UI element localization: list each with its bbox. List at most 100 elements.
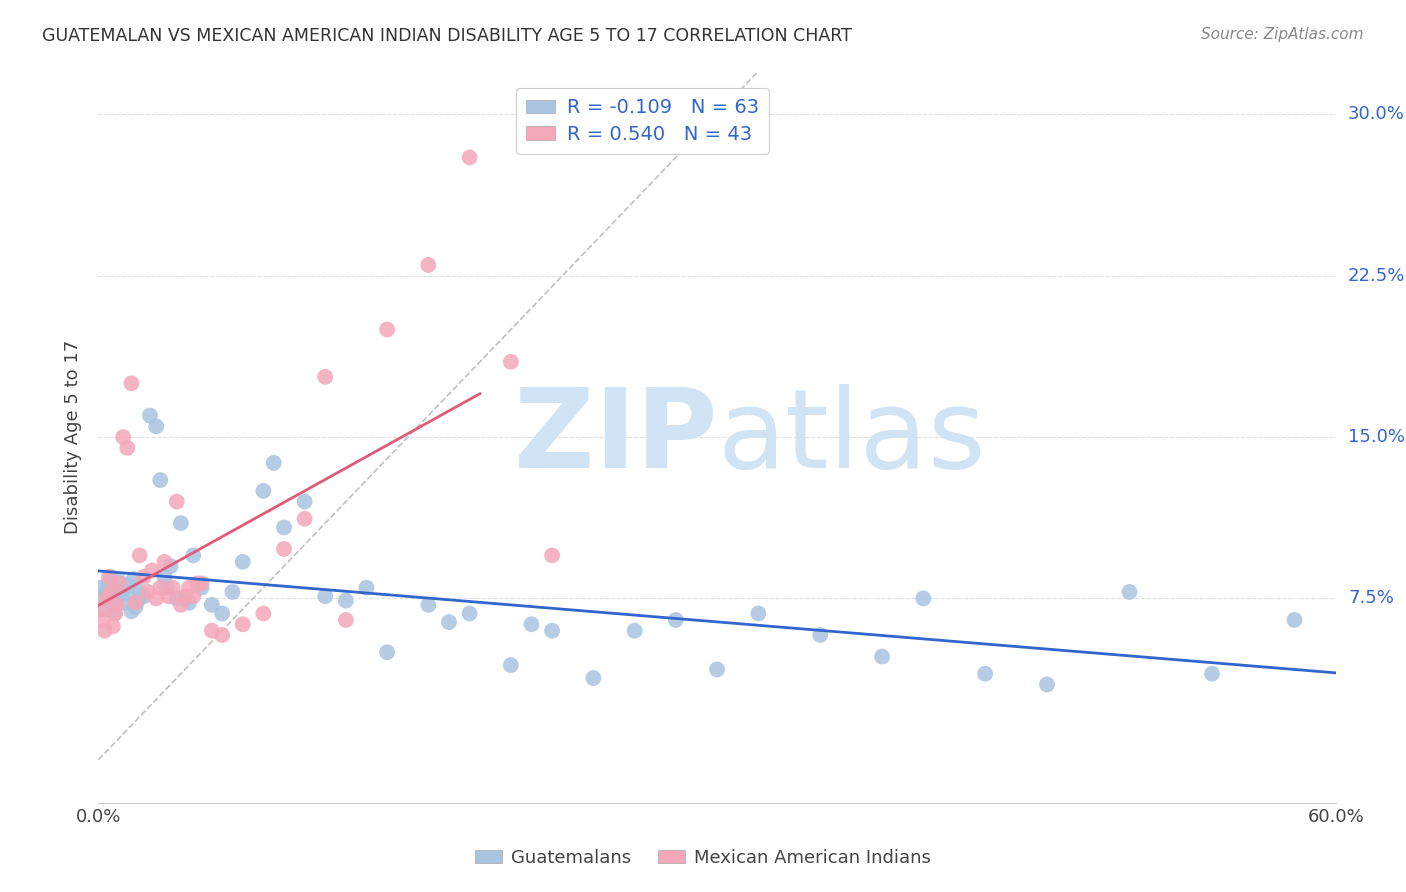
Point: [335, 613, 357, 627]
Point: [170, 598, 193, 612]
Point: [112, 582, 135, 597]
Point: [582, 671, 605, 685]
Text: 22.5%: 22.5%: [1348, 267, 1406, 285]
Point: [162, 581, 184, 595]
Legend: R = -0.109   N = 63, R = 0.540   N = 43: R = -0.109 N = 63, R = 0.540 N = 43: [516, 88, 769, 153]
Point: [356, 581, 378, 595]
Point: [174, 591, 197, 606]
Point: [273, 520, 295, 534]
Point: [190, 581, 212, 595]
Point: [623, 624, 645, 638]
Point: [335, 593, 357, 607]
Point: [170, 516, 193, 530]
Point: [93, 624, 115, 638]
Point: [1118, 585, 1140, 599]
Point: [97, 576, 120, 591]
Point: [273, 541, 295, 556]
Point: [105, 598, 128, 612]
Point: [145, 591, 167, 606]
Point: [128, 585, 150, 599]
Point: [120, 376, 142, 391]
Point: [117, 587, 139, 601]
Point: [124, 596, 146, 610]
Point: [706, 662, 728, 676]
Text: 30.0%: 30.0%: [1348, 105, 1405, 123]
Point: [294, 494, 316, 508]
Point: [91, 591, 114, 606]
Point: [221, 585, 243, 599]
Text: 15.0%: 15.0%: [1348, 428, 1405, 446]
Point: [166, 591, 188, 606]
Point: [499, 658, 522, 673]
Point: [93, 602, 115, 616]
Point: [1284, 613, 1306, 627]
Point: [186, 576, 208, 591]
Point: [541, 549, 564, 563]
Point: [974, 666, 997, 681]
Point: [157, 589, 180, 603]
Text: GUATEMALAN VS MEXICAN AMERICAN INDIAN DISABILITY AGE 5 TO 17 CORRELATION CHART: GUATEMALAN VS MEXICAN AMERICAN INDIAN DI…: [42, 27, 852, 45]
Text: 7.5%: 7.5%: [1348, 590, 1393, 607]
Point: [124, 600, 146, 615]
Point: [201, 598, 224, 612]
Point: [541, 624, 564, 638]
Point: [458, 607, 481, 621]
Point: [153, 555, 176, 569]
Point: [108, 576, 131, 591]
Point: [314, 589, 336, 603]
Point: [122, 572, 145, 586]
Point: [132, 570, 155, 584]
Point: [294, 512, 316, 526]
Point: [132, 589, 155, 603]
Point: [211, 607, 233, 621]
Point: [1036, 677, 1059, 691]
Point: [104, 607, 127, 621]
Point: [117, 441, 139, 455]
Point: [149, 581, 172, 595]
Point: [375, 322, 398, 336]
Point: [190, 576, 212, 591]
Point: [808, 628, 831, 642]
Point: [263, 456, 285, 470]
Point: [153, 570, 176, 584]
Point: [101, 598, 124, 612]
Point: [120, 604, 142, 618]
Point: [747, 607, 769, 621]
Point: [101, 619, 124, 633]
Point: [145, 419, 167, 434]
Y-axis label: Disability Age 5 to 17: Disability Age 5 to 17: [65, 340, 83, 534]
Point: [149, 473, 172, 487]
Point: [136, 585, 159, 599]
Point: [437, 615, 460, 629]
Point: [128, 549, 150, 563]
Point: [418, 258, 440, 272]
Point: [114, 596, 136, 610]
Point: [100, 570, 122, 584]
Point: [139, 409, 162, 423]
Point: [665, 613, 688, 627]
Point: [232, 555, 254, 569]
Point: [181, 549, 204, 563]
Point: [458, 150, 481, 164]
Point: [155, 581, 177, 595]
Point: [166, 494, 188, 508]
Point: [174, 589, 197, 603]
Point: [1201, 666, 1223, 681]
Point: [870, 649, 893, 664]
Point: [375, 645, 398, 659]
Point: [499, 355, 522, 369]
Point: [252, 607, 274, 621]
Point: [912, 591, 935, 606]
Legend: Guatemalans, Mexican American Indians: Guatemalans, Mexican American Indians: [468, 842, 938, 874]
Point: [179, 596, 201, 610]
Point: [127, 593, 149, 607]
Point: [141, 564, 163, 578]
Point: [96, 585, 118, 599]
Point: [112, 430, 135, 444]
Text: atlas: atlas: [717, 384, 986, 491]
Point: [252, 483, 274, 498]
Point: [314, 369, 336, 384]
Point: [179, 581, 201, 595]
Point: [232, 617, 254, 632]
Point: [520, 617, 543, 632]
